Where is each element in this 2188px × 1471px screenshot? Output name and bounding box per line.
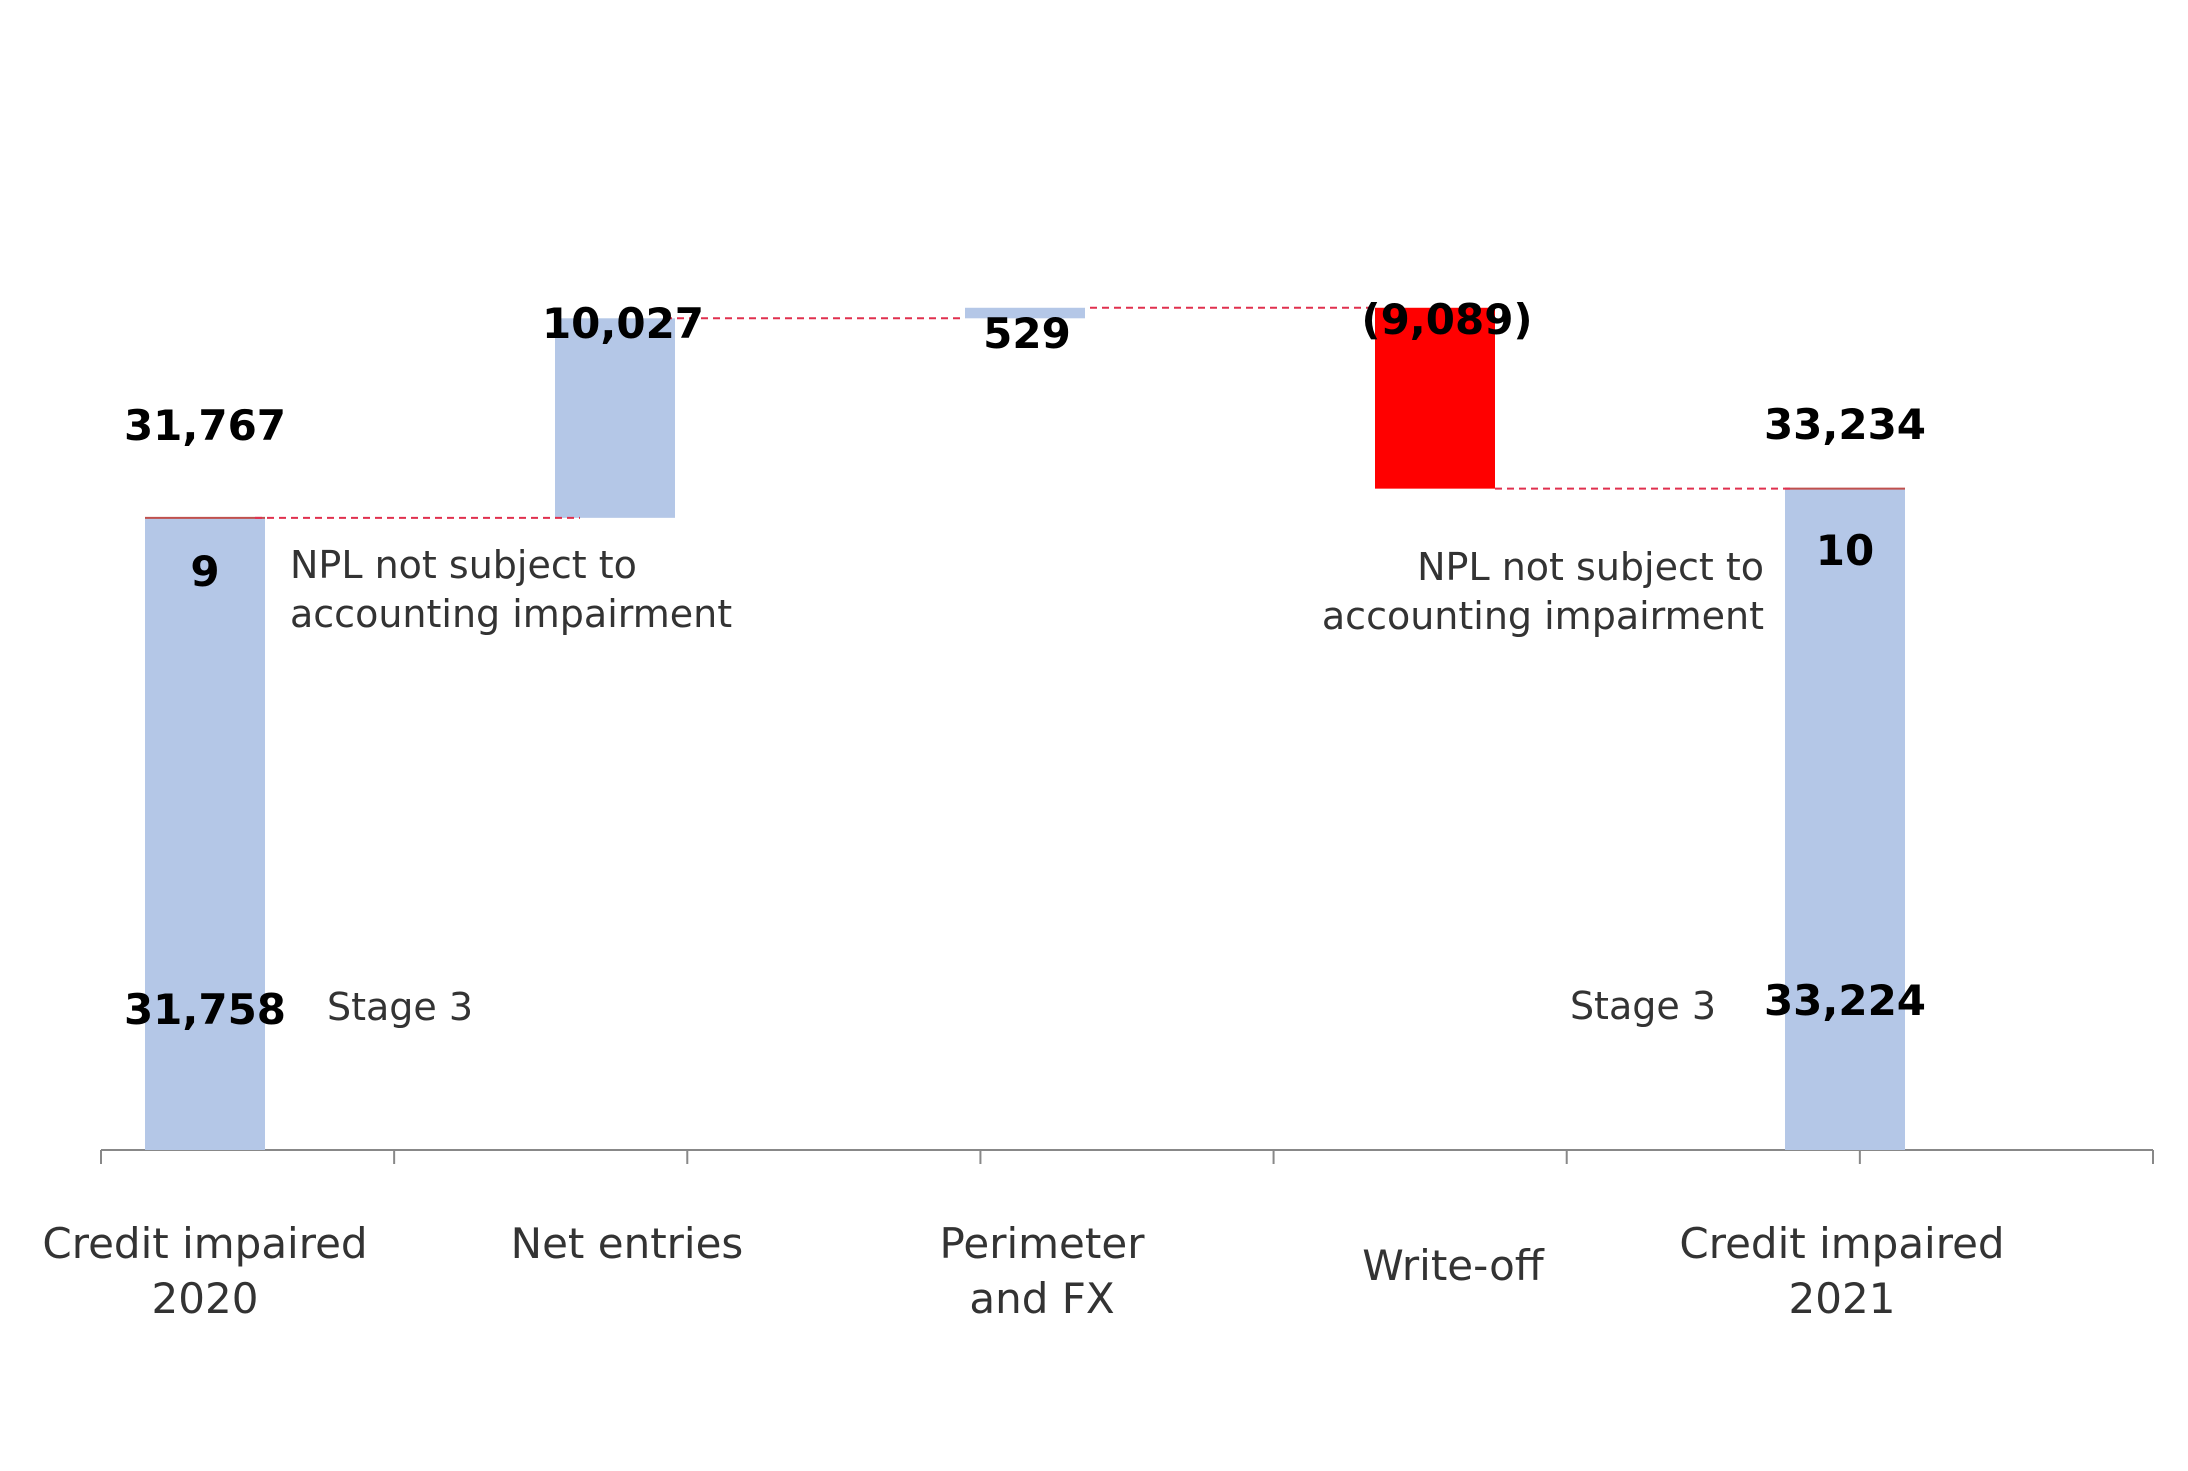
category-label-c2021-line1: Credit impaired [1679, 1219, 2004, 1268]
bar-c2021-stage3 [1785, 488, 1905, 1150]
delta-label-perimeter-fx: 529 [983, 309, 1071, 358]
bar-wo [1375, 307, 1495, 489]
bar-perim [965, 307, 1085, 319]
category-label-perim-line1: Perimeter [940, 1219, 1146, 1268]
category-label-wo: Write-off [1362, 1241, 1545, 1290]
total-label-2020: 31,767 [124, 401, 286, 450]
stage3-value-2020: 31,758 [124, 985, 286, 1034]
bar-net [555, 318, 675, 518]
category-label-perim-line2: and FX [969, 1274, 1114, 1323]
bar-c2020-stage3 [145, 517, 265, 1150]
npl-annotation-2020-line1: NPL not subject to [290, 543, 637, 587]
stage3-annotation-2020: Stage 3 [327, 985, 473, 1029]
npl-value-2021: 10 [1816, 526, 1874, 575]
total-label-2021: 33,234 [1764, 400, 1926, 449]
category-label-net: Net entries [511, 1219, 744, 1268]
delta-label-write-off: (9,089) [1361, 295, 1532, 344]
delta-label-net-entries: 10,027 [542, 299, 704, 348]
stage3-value-2021: 33,224 [1764, 976, 1926, 1025]
stage3-annotation-2021: Stage 3 [1570, 984, 1716, 1028]
npl-annotation-2021-line2: accounting impairment [1322, 594, 1764, 638]
category-label-c2020-line2: 2020 [152, 1274, 259, 1323]
npl-value-2020: 9 [190, 547, 219, 596]
npl-annotation-2021-line1: NPL not subject to [1417, 545, 1764, 589]
category-label-c2021-line2: 2021 [1789, 1274, 1896, 1323]
category-label-c2020-line1: Credit impaired [42, 1219, 367, 1268]
npl-annotation-2020-line2: accounting impairment [290, 592, 732, 636]
